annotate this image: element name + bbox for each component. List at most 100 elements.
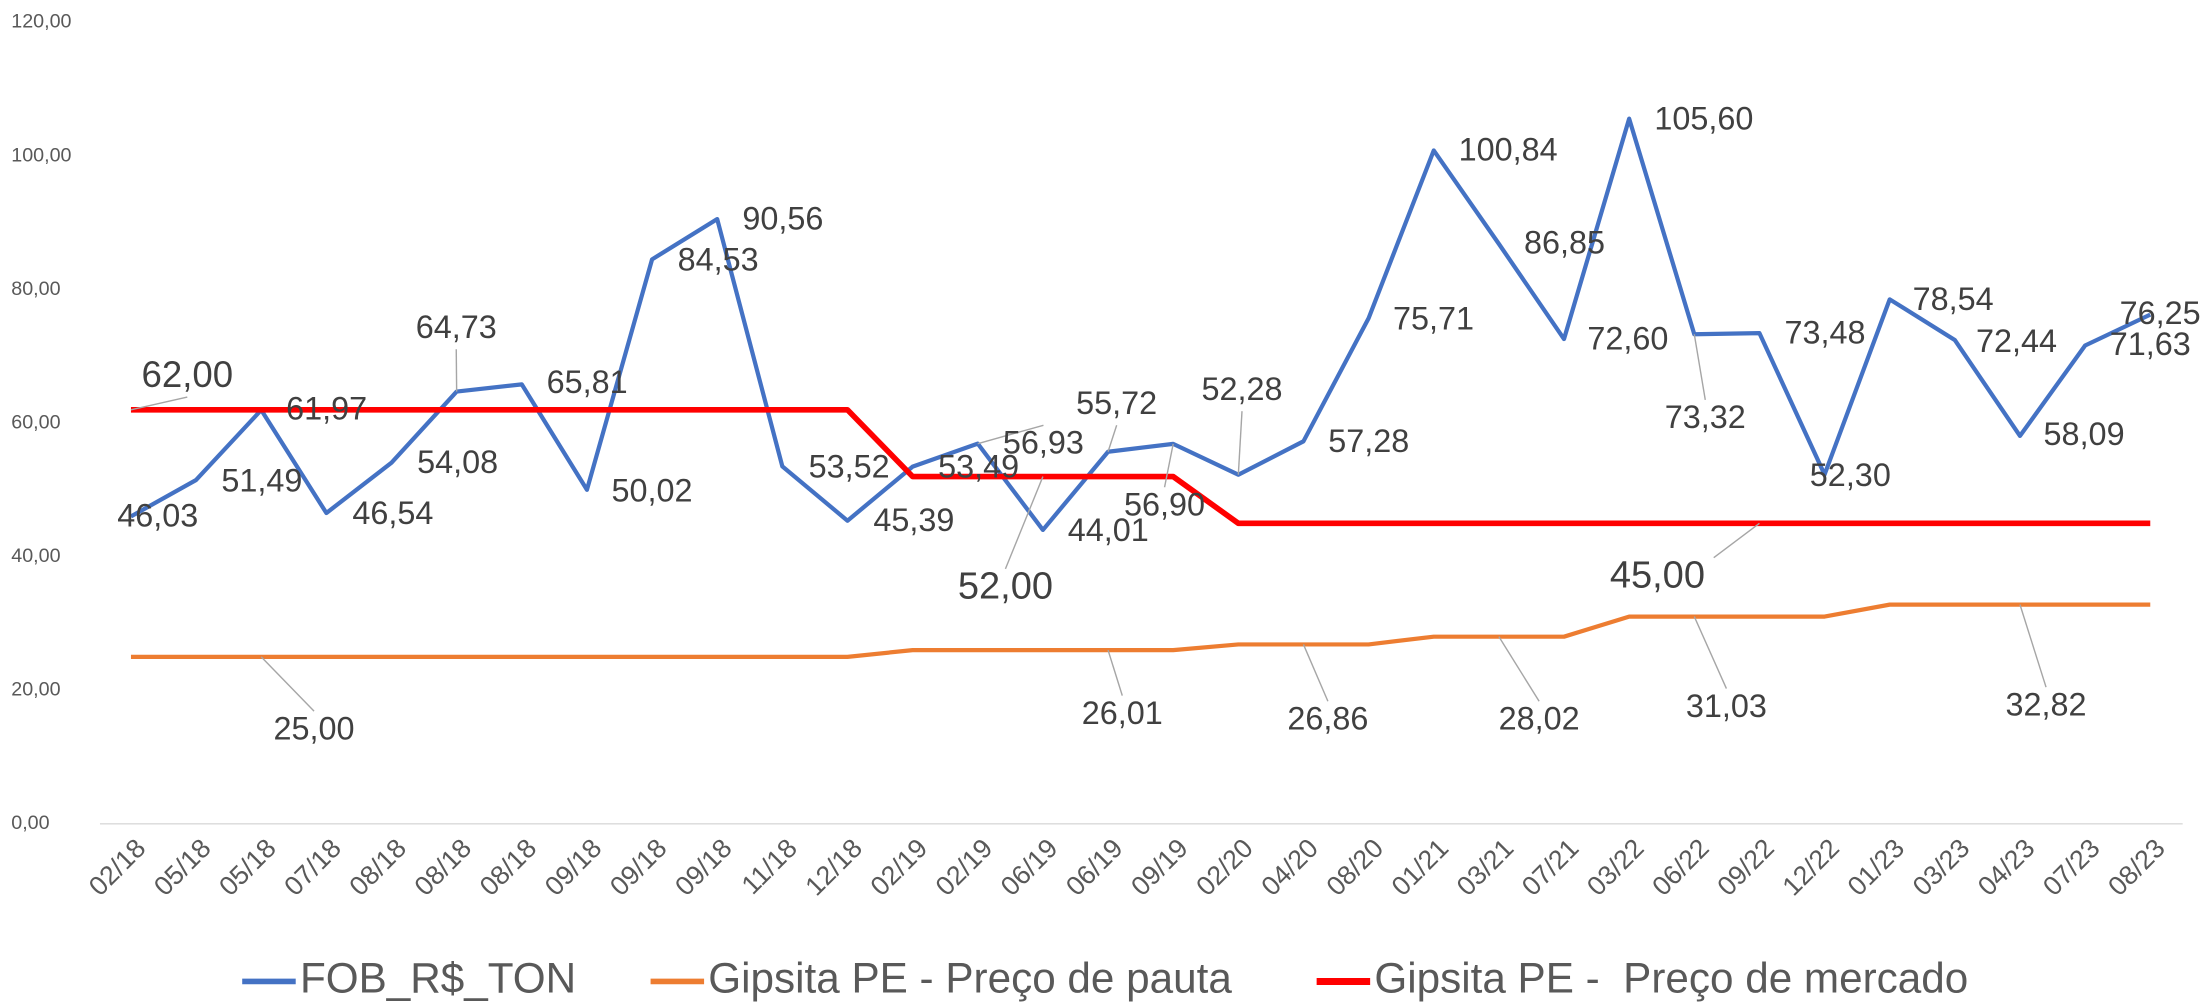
x-tick-label: 12/18 — [799, 833, 868, 902]
legend-label: Gipsita PE - Preço de mercado — [1374, 955, 1968, 1002]
x-tick-label: 07/23 — [2037, 833, 2106, 902]
data-label: 73,48 — [1784, 315, 1865, 351]
leader-line — [977, 424, 1044, 445]
data-label: 62,00 — [141, 354, 233, 395]
data-label: 86,85 — [1524, 225, 1605, 261]
x-tick-label: 09/19 — [1125, 833, 1194, 902]
data-label: 52,28 — [1201, 371, 1282, 407]
x-tick-label: 09/18 — [669, 833, 738, 902]
data-label: 61,97 — [286, 391, 367, 427]
x-tick-label: 02/18 — [83, 833, 152, 902]
data-label: 71,63 — [2110, 326, 2191, 362]
data-label: 65,81 — [547, 364, 628, 400]
data-label: 31,03 — [1686, 688, 1767, 724]
x-tick-label: 08/23 — [2102, 833, 2171, 902]
x-tick-label: 08/20 — [1321, 833, 1390, 902]
x-tick-label: 12/22 — [1777, 833, 1846, 902]
y-tick-label: 120,00 — [11, 11, 71, 33]
x-tick-label: 08/18 — [474, 833, 543, 902]
y-tick-label: 100,00 — [11, 144, 71, 166]
x-tick-label: 04/20 — [1255, 833, 1324, 902]
leader-line — [1713, 522, 1760, 559]
leader-line — [260, 656, 315, 712]
x-tick-label: 06/19 — [1060, 833, 1129, 902]
x-tick-label: 09/18 — [539, 833, 608, 902]
x-tick-label: 02/19 — [930, 833, 999, 902]
data-label: 32,82 — [2006, 686, 2087, 722]
x-tick-label: 11/18 — [736, 833, 803, 900]
data-label: 84,53 — [678, 241, 759, 277]
leader-line — [1498, 636, 1540, 702]
leader-line — [130, 396, 188, 411]
data-label: 25,00 — [274, 710, 355, 746]
y-tick-label: 80,00 — [11, 278, 60, 300]
data-label: 46,03 — [117, 498, 198, 534]
x-tick-label: 06/22 — [1646, 833, 1715, 902]
y-tick-label: 40,00 — [11, 545, 60, 567]
data-label: 44,01 — [1068, 512, 1149, 548]
x-tick-label: 08/18 — [343, 833, 412, 902]
x-tick-label: 03/21 — [1451, 833, 1520, 902]
x-tick-label: 05/18 — [148, 833, 217, 902]
x-tick-label: 03/23 — [1907, 833, 1976, 902]
data-label: 56,90 — [1124, 486, 1205, 522]
data-label: 52,00 — [958, 566, 1053, 608]
data-label: 55,72 — [1076, 385, 1157, 421]
data-label: 64,73 — [416, 309, 497, 345]
data-label: 76,25 — [2120, 295, 2201, 331]
series-line — [129, 116, 2152, 533]
data-label: 56,93 — [1003, 425, 1084, 461]
x-tick-label: 01/21 — [1386, 833, 1455, 902]
leader-line — [1107, 425, 1118, 452]
data-label: 90,56 — [742, 201, 823, 237]
data-label: 26,01 — [1082, 695, 1163, 731]
data-label: 57,28 — [1328, 423, 1409, 459]
x-tick-label: 06/19 — [995, 833, 1064, 902]
y-tick-label: 60,00 — [11, 411, 60, 433]
leader-line — [1693, 616, 1728, 689]
data-label: 54,08 — [417, 444, 498, 480]
x-tick-label: 07/21 — [1516, 833, 1585, 902]
y-tick-label: 0,00 — [11, 812, 49, 834]
data-label: 46,54 — [352, 495, 433, 531]
data-label: 58,09 — [2044, 416, 2125, 452]
x-tick-label: 08/18 — [409, 833, 478, 902]
leader-line — [2019, 604, 2047, 688]
x-tick-label: 07/18 — [278, 833, 347, 902]
data-label: 100,84 — [1459, 132, 1558, 168]
legend-label: FOB_R$_TON — [300, 955, 576, 1002]
leader-line — [1004, 476, 1044, 570]
data-label: 105,60 — [1654, 101, 1753, 137]
data-label: 75,71 — [1393, 301, 1474, 337]
x-tick-label: 09/18 — [604, 833, 673, 902]
data-label: 45,39 — [873, 502, 954, 538]
data-label: 53,49 — [938, 448, 1019, 484]
data-label: 72,44 — [1976, 323, 2057, 359]
leader-line — [1302, 644, 1329, 702]
x-tick-label: 03/22 — [1581, 833, 1650, 902]
legend-label: Gipsita PE - Preço de pauta — [708, 955, 1232, 1002]
x-tick-label: 01/23 — [1842, 833, 1911, 902]
data-label: 73,32 — [1665, 399, 1746, 435]
x-tick-label: 04/23 — [1972, 833, 2041, 902]
data-label: 72,60 — [1587, 320, 1668, 356]
leader-line — [1237, 411, 1243, 475]
data-label: 51,49 — [221, 463, 302, 499]
data-label: 26,86 — [1287, 701, 1368, 737]
x-tick-label: 09/22 — [1711, 833, 1780, 902]
leader-line — [1163, 443, 1174, 488]
leader-line — [1693, 334, 1706, 401]
x-tick-label: 05/18 — [213, 833, 282, 902]
data-label: 53,52 — [809, 448, 890, 484]
data-label: 52,30 — [1810, 457, 1891, 493]
data-label: 28,02 — [1499, 701, 1580, 737]
data-label: 78,54 — [1913, 281, 1994, 317]
leader-line — [1107, 649, 1123, 696]
x-tick-label: 02/19 — [865, 833, 934, 902]
data-label: 50,02 — [611, 472, 692, 508]
data-label: 45,00 — [1610, 554, 1705, 596]
series-line — [130, 602, 2151, 659]
y-tick-label: 20,00 — [11, 678, 60, 700]
x-tick-label: 02/20 — [1190, 833, 1259, 902]
